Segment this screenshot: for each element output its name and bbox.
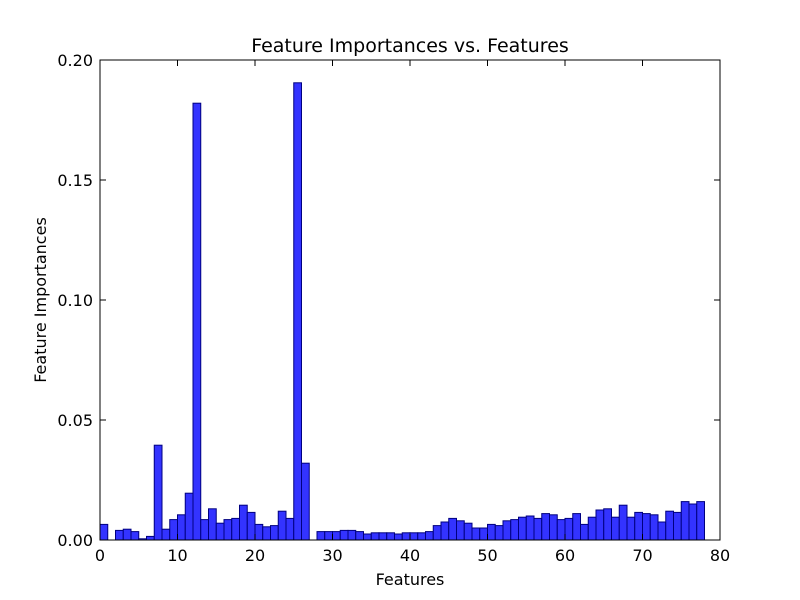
bar-feature-73 bbox=[665, 510, 674, 541]
bar-feature-33 bbox=[355, 531, 364, 541]
bar-feature-57 bbox=[541, 513, 550, 541]
bar-feature-76 bbox=[688, 503, 698, 541]
x-tick-label: 10 bbox=[167, 546, 187, 565]
x-tick-label: 0 bbox=[95, 546, 105, 565]
bar-feature-71 bbox=[649, 514, 659, 541]
bar-feature-24 bbox=[285, 517, 295, 541]
bar-feature-60 bbox=[564, 517, 574, 541]
bar-feature-35 bbox=[370, 532, 380, 541]
bar-feature-6 bbox=[146, 535, 155, 541]
bar-feature-42 bbox=[425, 531, 434, 541]
bar-feature-38 bbox=[394, 533, 403, 541]
bar-feature-46 bbox=[456, 520, 465, 541]
bar-feature-62 bbox=[580, 523, 589, 541]
bar-feature-37 bbox=[386, 532, 395, 541]
bar-feature-7 bbox=[153, 444, 163, 541]
bar-feature-9 bbox=[169, 519, 178, 541]
bar-feature-15 bbox=[215, 522, 225, 541]
bar-feature-21 bbox=[262, 526, 271, 541]
x-tick-label: 70 bbox=[632, 546, 652, 565]
x-tick-label: 20 bbox=[245, 546, 265, 565]
bar-feature-59 bbox=[556, 519, 566, 541]
bar-feature-14 bbox=[208, 508, 217, 541]
chart-title: Feature Importances vs. Features bbox=[251, 35, 569, 57]
bar-feature-18 bbox=[239, 504, 248, 541]
bar-feature-19 bbox=[246, 511, 256, 541]
bar-feature-56 bbox=[533, 517, 543, 541]
bar-feature-43 bbox=[432, 525, 442, 541]
bar-feature-40 bbox=[409, 532, 419, 541]
bar-feature-49 bbox=[479, 527, 488, 541]
bar-feature-72 bbox=[657, 521, 667, 541]
y-tick-label: 0.10 bbox=[57, 291, 93, 310]
bar-feature-51 bbox=[494, 525, 504, 541]
x-tick-label: 80 bbox=[710, 546, 730, 565]
y-tick-label: 0.05 bbox=[57, 411, 93, 430]
bar-feature-54 bbox=[518, 516, 527, 541]
bar-feature-55 bbox=[525, 515, 535, 541]
bar-feature-41 bbox=[417, 532, 426, 541]
bar-feature-44 bbox=[440, 521, 450, 541]
bar-feature-67 bbox=[618, 504, 628, 541]
bar-feature-30 bbox=[332, 531, 341, 541]
bar-feature-28 bbox=[316, 531, 326, 541]
bar-feature-26 bbox=[301, 462, 310, 541]
bar-feature-16 bbox=[223, 519, 233, 541]
bar-feature-8 bbox=[161, 528, 171, 541]
x-axis-title: Features bbox=[376, 570, 445, 589]
bar-feature-63 bbox=[587, 516, 597, 541]
bar-feature-53 bbox=[510, 519, 519, 541]
bar-feature-39 bbox=[401, 532, 411, 541]
bar-feature-20 bbox=[254, 523, 264, 541]
bar-feature-12 bbox=[192, 102, 202, 541]
bar-feature-48 bbox=[471, 527, 481, 541]
bar-feature-69 bbox=[634, 511, 643, 541]
y-tick-label: 0.20 bbox=[57, 51, 93, 70]
bar-feature-52 bbox=[502, 520, 512, 541]
y-tick-label: 0.15 bbox=[57, 171, 93, 190]
bar-feature-77 bbox=[696, 501, 705, 541]
bar-feature-36 bbox=[378, 532, 388, 541]
bar-feature-70 bbox=[642, 513, 651, 541]
y-tick-label: 0.00 bbox=[57, 531, 93, 550]
x-tick-label: 50 bbox=[477, 546, 497, 565]
bar-feature-45 bbox=[448, 517, 457, 541]
bar-feature-34 bbox=[363, 533, 372, 541]
bar-feature-31 bbox=[339, 529, 349, 541]
bar-feature-68 bbox=[626, 516, 636, 541]
bar-feature-64 bbox=[595, 509, 605, 541]
bar-feature-75 bbox=[680, 501, 690, 541]
x-tick-label: 60 bbox=[555, 546, 575, 565]
bar-feature-11 bbox=[184, 492, 194, 541]
bar-feature-47 bbox=[463, 522, 473, 541]
bar-feature-29 bbox=[324, 531, 333, 541]
bar-feature-17 bbox=[231, 517, 240, 541]
axis-ticks-group: 0 10 20 30 40 50 60 70 80 0.00 0.05 0.10 0.15 0.20 bbox=[57, 51, 730, 565]
bar-feature-2 bbox=[115, 529, 124, 541]
bar-feature-10 bbox=[177, 514, 186, 541]
bar-feature-4 bbox=[130, 531, 140, 541]
bar-feature-61 bbox=[572, 513, 581, 541]
x-tick-label: 30 bbox=[322, 546, 342, 565]
bar-feature-74 bbox=[673, 511, 682, 541]
bar-feature-58 bbox=[549, 514, 558, 541]
bar-feature-22 bbox=[270, 525, 279, 541]
bar-feature-50 bbox=[487, 523, 496, 541]
bars-group bbox=[99, 82, 705, 541]
bar-feature-32 bbox=[347, 529, 357, 541]
bar-feature-65 bbox=[603, 508, 612, 541]
bar-feature-3 bbox=[122, 528, 132, 541]
bar-feature-23 bbox=[277, 510, 287, 541]
bar-feature-13 bbox=[200, 519, 209, 541]
x-tick-label: 40 bbox=[400, 546, 420, 565]
bar-feature-66 bbox=[611, 516, 620, 541]
bar-feature-0 bbox=[99, 523, 109, 541]
bar-feature-25 bbox=[293, 82, 302, 541]
y-axis-title: Feature Importances bbox=[31, 217, 50, 383]
